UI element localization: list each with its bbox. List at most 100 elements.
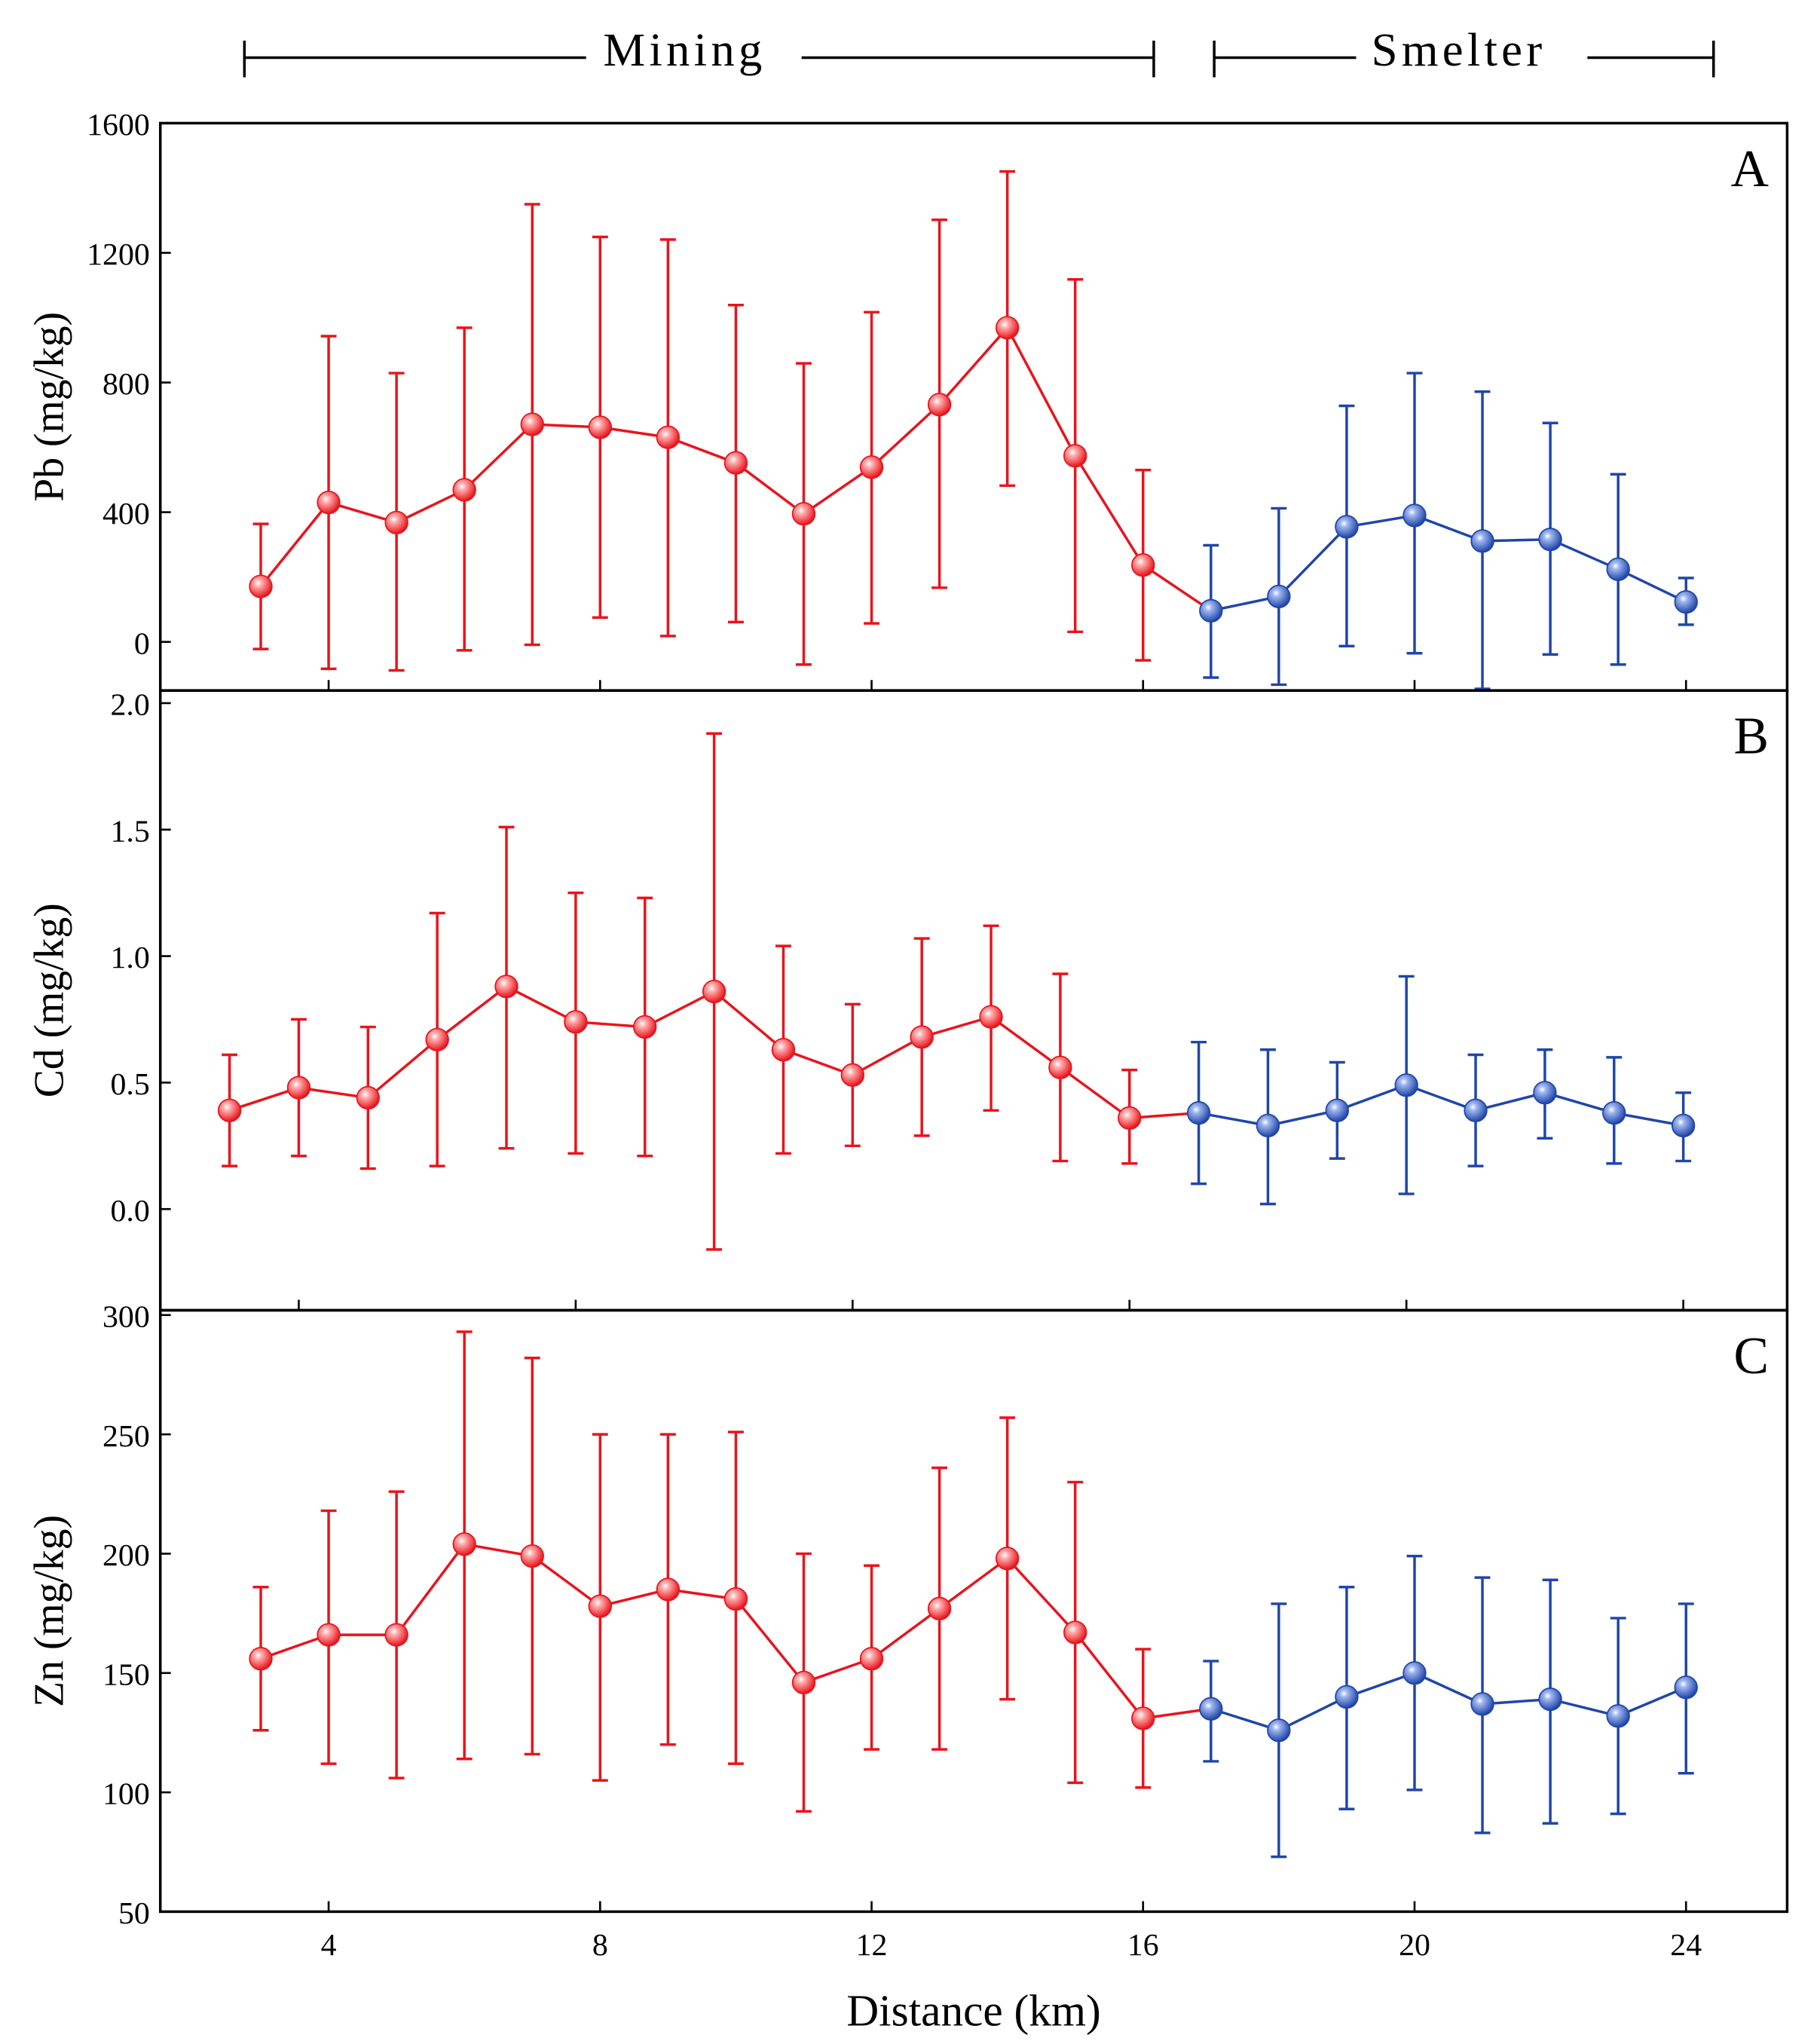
mining-bracket <box>243 40 1155 78</box>
data-point <box>494 975 518 999</box>
data-point <box>217 1098 242 1122</box>
series-smelter <box>1186 975 1696 1206</box>
data-point <box>702 979 726 1004</box>
data-point <box>452 478 476 502</box>
panel-letter: B <box>1733 708 1769 766</box>
data-point <box>564 1010 588 1034</box>
data-point <box>1131 553 1155 577</box>
y-axis-label: Zn (mg/kg) <box>26 1515 73 1707</box>
data-point <box>520 1544 544 1568</box>
data-point <box>452 1532 476 1556</box>
panel-B: 0.0 0.5 1.0 1.5 2.0 Cd (mg/kg) B <box>26 688 1789 1312</box>
data-point <box>425 1027 449 1051</box>
panel-letter: C <box>1733 1327 1769 1385</box>
data-point <box>633 1014 657 1039</box>
data-point <box>1199 598 1223 623</box>
data-point <box>771 1038 796 1062</box>
data-point <box>927 1596 952 1620</box>
data-point <box>1186 1101 1211 1125</box>
data-point <box>840 1063 865 1087</box>
data-point <box>1335 1684 1359 1709</box>
data-point <box>656 1577 681 1602</box>
data-point <box>1335 515 1359 539</box>
data-point <box>1538 1687 1562 1712</box>
panel-letter: A <box>1731 140 1769 198</box>
plot-frame <box>158 121 1789 692</box>
y-tick-label: 0.5 <box>110 1067 149 1102</box>
data-point <box>791 502 816 526</box>
data-point <box>1063 444 1087 468</box>
data-point <box>859 455 884 479</box>
data-point <box>1671 1113 1696 1138</box>
y-tick-label: 1.0 <box>110 941 149 975</box>
data-point <box>995 316 1020 340</box>
panel-A: 0 400 800 1200 1600 Pb (mg/kg) A <box>26 108 1789 692</box>
data-point <box>723 451 748 475</box>
plot-frame <box>158 689 1789 1312</box>
data-point <box>723 1587 748 1611</box>
data-point <box>249 574 273 598</box>
data-point <box>356 1085 380 1110</box>
data-point <box>1199 1697 1223 1721</box>
x-tick-label: 24 <box>1670 1928 1702 1963</box>
plot-frame <box>158 1308 1789 1914</box>
y-axis-label: Pb (mg/kg) <box>26 312 73 502</box>
data-point <box>384 510 408 535</box>
data-point <box>979 1005 1003 1029</box>
y-tick-label: 150 <box>102 1657 150 1692</box>
y-tick-label: 200 <box>102 1538 150 1573</box>
data-point <box>1256 1113 1280 1138</box>
data-point <box>1674 590 1698 614</box>
data-point <box>1533 1081 1557 1105</box>
data-point <box>1538 528 1562 552</box>
y-tick-label: 400 <box>102 497 150 531</box>
data-point <box>249 1647 273 1671</box>
data-point <box>1118 1106 1142 1131</box>
data-point <box>588 1594 612 1618</box>
mining-label: Mining <box>603 23 766 76</box>
series-smelter <box>1199 372 1698 690</box>
data-point <box>791 1670 816 1695</box>
y-tick-label: 100 <box>102 1777 150 1812</box>
data-point <box>1602 1101 1626 1125</box>
y-tick-label: 1.5 <box>110 814 149 849</box>
mining-line <box>229 984 1130 1119</box>
y-tick-label: 250 <box>102 1419 150 1454</box>
data-point <box>1674 1675 1698 1700</box>
data-point <box>1131 1706 1155 1730</box>
series-mining <box>249 1330 1155 1813</box>
y-tick-label: 300 <box>102 1299 150 1334</box>
x-tick-label: 8 <box>592 1928 608 1963</box>
y-tick-label: 800 <box>102 367 150 402</box>
data-point <box>1267 1718 1291 1743</box>
series-mining <box>217 732 1142 1251</box>
data-point <box>910 1025 934 1049</box>
data-point <box>286 1076 311 1100</box>
data-point <box>1267 584 1291 609</box>
data-point <box>1402 503 1427 528</box>
x-tick-label: 12 <box>856 1928 888 1963</box>
x-tick-label: 20 <box>1399 1928 1430 1963</box>
series-mining <box>249 170 1155 672</box>
y-tick-label: 50 <box>118 1896 150 1931</box>
data-point <box>1470 529 1494 553</box>
y-tick-label: 1600 <box>87 108 150 142</box>
data-point <box>859 1647 884 1671</box>
data-point <box>1063 1620 1087 1645</box>
panel-C: 50 100 150 200 250 300 4 8 12 16 20 24 Zn (mg/kg) C <box>26 1299 1789 1963</box>
data-point <box>317 491 341 515</box>
smelter-label: Smelter <box>1372 23 1546 76</box>
x-tick-label: 16 <box>1127 1928 1159 1963</box>
data-point <box>995 1547 1020 1571</box>
data-point <box>384 1623 408 1647</box>
data-point <box>1464 1098 1488 1122</box>
data-point <box>1606 1704 1630 1728</box>
data-point <box>1470 1692 1494 1716</box>
y-tick-label: 2.0 <box>110 688 149 723</box>
y-tick-label: 1200 <box>87 237 150 272</box>
data-point <box>1606 557 1630 581</box>
data-point <box>656 425 681 449</box>
series-smelter <box>1199 1554 1698 1859</box>
data-point <box>317 1623 341 1647</box>
